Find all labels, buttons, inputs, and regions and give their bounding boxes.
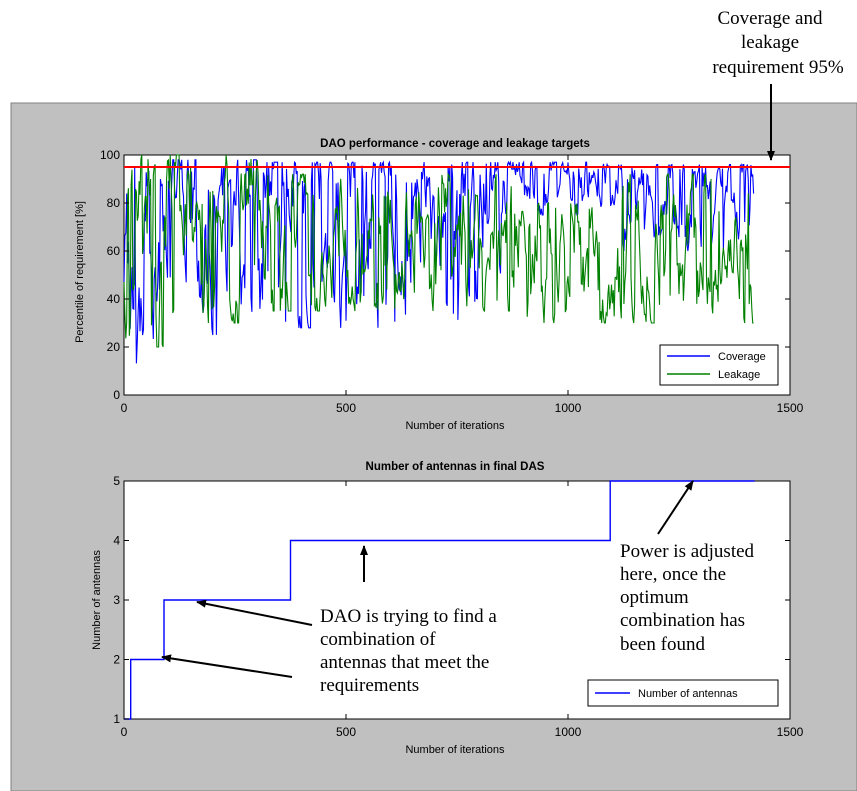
plot2-ytick-label: 5	[113, 474, 120, 488]
requirement-annotation-line2: leakage	[741, 32, 799, 53]
plot1-data-layer	[123, 154, 755, 364]
legend-antennas-label: Number of antennas	[638, 688, 738, 700]
dao-annotation-line4: requirements	[320, 675, 419, 696]
dao-annotation-line2: combination of	[320, 629, 436, 650]
plot2-xtick-label: 0	[121, 725, 128, 739]
plot1-ytick-label: 60	[107, 244, 121, 258]
plot2-ytick-label: 1	[113, 712, 120, 726]
plot1-xtick-label: 1000	[555, 401, 582, 415]
requirement-annotation-line1: Coverage and	[718, 8, 823, 29]
plot2-ytick-label: 2	[113, 653, 120, 667]
power-annotation-line1: Power is adjusted	[620, 541, 755, 562]
antennas-plot: 0 500 1000 1500 1 2 3 4 5 Number of antennas in …	[91, 461, 804, 756]
antenna-2-arrow	[161, 654, 293, 678]
plot1-ticks: 0 500 1000 1500 0 20 40 60 80 100	[100, 148, 804, 415]
plot1-xtick-label: 500	[336, 401, 356, 415]
plot2-title: Number of antennas in final DAS	[366, 461, 545, 473]
plot2-ticks: 0 500 1000 1500 1 2 3 4 5	[113, 474, 803, 739]
series-coverage-line	[123, 159, 755, 364]
plot1-legend: Coverage Leakage	[659, 344, 779, 386]
plot1-xlabel: Number of iterations	[405, 420, 505, 432]
power-annotation-line4: combination has	[620, 610, 745, 631]
dao-annotation-line1: DAO is trying to find a	[320, 606, 497, 627]
plot2-ytick-label: 3	[113, 593, 120, 607]
plot1-ytick-label: 0	[113, 388, 120, 402]
plot2-ytick-label: 4	[113, 534, 120, 548]
requirement-annotation-line3: requirement 95%	[712, 57, 844, 78]
series-leakage-line	[123, 154, 754, 348]
plot1-ytick-label: 40	[107, 292, 121, 306]
plot2-xtick-label: 1000	[555, 725, 582, 739]
plot2-legend: Number of antennas	[587, 679, 779, 707]
power-adjust-arrow	[657, 480, 694, 535]
plot2-xtick-label: 500	[336, 725, 356, 739]
dao-annotation-line3: antennas that meet the	[320, 652, 489, 673]
series-number-of-antennas-line	[124, 480, 755, 720]
power-annotation-line2: here, once the	[620, 564, 726, 585]
plot1-legend-box	[659, 344, 779, 386]
plot2-xlabel: Number of iterations	[405, 744, 505, 756]
plot1-ytick-label: 20	[107, 340, 121, 354]
power-annotation-line5: been found	[620, 634, 705, 655]
power-annotation-line3: optimum	[620, 587, 689, 608]
plot2-xtick-label: 1500	[777, 725, 804, 739]
antenna-3-arrow	[196, 599, 313, 626]
plot1-ytick-label: 100	[100, 148, 120, 162]
plot2-ylabel: Number of antennas	[91, 550, 103, 650]
plot1-title: DAO performance - coverage and leakage t…	[320, 138, 590, 150]
plot1-xtick-label: 0	[121, 401, 128, 415]
coverage-leakage-plot: 0 500 1000 1500 0 20 40 60 80 100 DAO performance…	[74, 138, 804, 432]
plot1-ylabel: Percentile of requirement [%]	[74, 201, 86, 343]
legend-coverage-label: Coverage	[718, 351, 766, 363]
legend-leakage-label: Leakage	[718, 369, 760, 381]
plot1-xtick-label: 1500	[777, 401, 804, 415]
plot2-data-layer	[124, 480, 755, 720]
plot1-ytick-label: 80	[107, 196, 121, 210]
